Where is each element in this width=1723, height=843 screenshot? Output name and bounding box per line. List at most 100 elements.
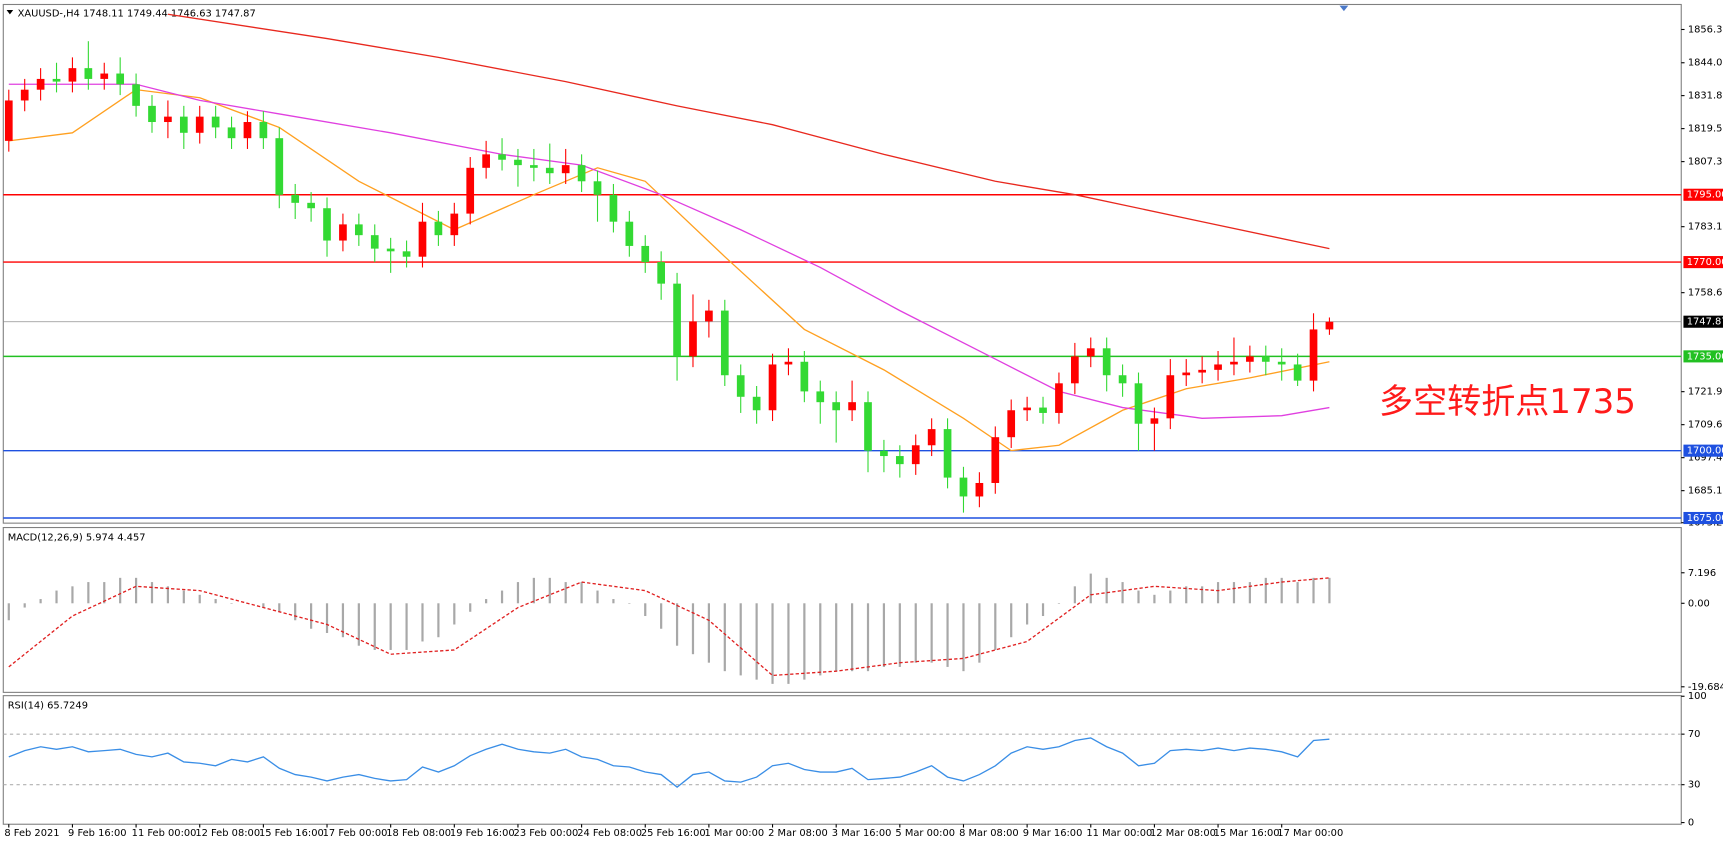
candle-body — [1134, 383, 1143, 424]
macd-bar — [1216, 582, 1220, 604]
candle-body — [1277, 361, 1286, 365]
rsi-panel — [2, 695, 1682, 825]
candle-body — [498, 154, 506, 160]
x-tick-label: 11 Mar 00:00 — [1086, 828, 1152, 839]
macd-bar — [962, 603, 965, 672]
main-panel — [2, 3, 1682, 524]
candle-body — [1182, 372, 1191, 376]
candle-body — [323, 208, 331, 241]
candle-body — [307, 202, 315, 209]
macd-bar — [341, 603, 345, 638]
macd-bar — [262, 603, 265, 608]
y-tick-label: 0.00 — [1688, 598, 1710, 609]
rsi-line — [8, 737, 1330, 789]
candle-body — [68, 68, 77, 82]
x-tick-label: 11 Feb 00:00 — [132, 828, 197, 839]
candle-body — [450, 213, 459, 236]
macd-bar — [723, 603, 726, 672]
candle-body — [545, 167, 554, 174]
macd-bar — [23, 603, 26, 608]
x-tick-label: 23 Feb 00:00 — [514, 828, 579, 839]
candle-body — [370, 235, 379, 249]
macd-bar — [198, 594, 201, 604]
macd-bar — [1073, 586, 1076, 604]
candle-body — [36, 78, 45, 90]
macd-bar — [55, 590, 58, 604]
chart-title: XAUUSD-,H4 1748.11 1749.44 1746.63 1747.… — [18, 8, 256, 19]
candle-body — [577, 165, 586, 182]
macd-bar — [230, 603, 233, 604]
y-tick-label: 100 — [1688, 691, 1707, 702]
x-tick-label: 9 Mar 16:00 — [1023, 828, 1083, 839]
candle-body — [339, 224, 347, 241]
macd-bar — [1121, 582, 1124, 604]
y-tick-label: 1709.65 — [1688, 420, 1723, 431]
level-tag — [1683, 188, 1723, 201]
y-tick-label: 70 — [1688, 729, 1701, 740]
candle-body — [784, 361, 793, 365]
candle-body — [1150, 418, 1159, 424]
macd-bar — [516, 582, 520, 604]
macd-bar — [866, 603, 870, 672]
candle-body — [1023, 407, 1031, 411]
candle-body — [641, 245, 650, 263]
candle-body — [1039, 407, 1047, 413]
macd-bar — [1296, 582, 1299, 604]
macd-bar — [294, 603, 297, 621]
macd-bar — [1185, 586, 1188, 604]
candle-body — [625, 221, 634, 246]
macd-bar — [214, 599, 217, 604]
macd-bar — [1041, 603, 1045, 617]
macd-bar — [485, 599, 488, 604]
macd-bar — [1280, 577, 1283, 604]
x-tick-label: 3 Mar 16:00 — [832, 828, 892, 839]
y-tick-label: 1831.80 — [1688, 91, 1723, 102]
candle-body — [434, 221, 443, 236]
macd-bar — [771, 603, 774, 684]
level-tag — [1683, 315, 1723, 328]
macd-bar — [850, 603, 854, 672]
candle-body — [530, 165, 538, 168]
y-tick-label: 1783.15 — [1688, 222, 1723, 233]
candle-body — [832, 402, 841, 411]
macd-panel — [2, 526, 1682, 693]
x-tick-label: 15 Mar 16:00 — [1214, 828, 1280, 839]
candle-body — [84, 68, 93, 79]
candle-body — [148, 105, 156, 123]
x-tick-label: 2 Mar 08:00 — [768, 828, 828, 839]
macd-bar — [71, 586, 74, 604]
macd-bar — [325, 603, 329, 633]
macd-bar — [119, 577, 122, 604]
macd-bar — [946, 603, 949, 667]
moving-average — [167, 13, 1330, 250]
candle-body — [4, 100, 13, 141]
annotation: 多空转折点1735 — [1379, 382, 1636, 422]
macd-bar — [691, 603, 695, 655]
candle-body — [132, 84, 140, 106]
macd-bar — [357, 603, 360, 646]
x-tick-label: 5 Mar 00:00 — [895, 828, 955, 839]
macd-bar — [644, 603, 647, 617]
y-tick-label: 1697.40 — [1688, 453, 1723, 464]
macd-bar — [405, 603, 408, 650]
macd-bar — [500, 590, 504, 604]
candle-body — [482, 154, 490, 168]
candle-body — [164, 116, 172, 123]
macd-bar — [1153, 594, 1156, 604]
macd-bar — [755, 603, 758, 680]
macd-bar — [1201, 586, 1204, 604]
macd-bar — [548, 577, 551, 604]
macd-bar — [1010, 603, 1013, 638]
macd-bar — [1328, 577, 1331, 604]
x-tick-label: 17 Feb 00:00 — [323, 828, 388, 839]
macd-bar — [389, 603, 392, 650]
candle-body — [1166, 375, 1175, 419]
y-tick-label: 30 — [1688, 780, 1701, 791]
macd-bar — [421, 603, 424, 642]
level-label: 1795.00 — [1687, 190, 1723, 201]
candle-body — [1086, 348, 1095, 357]
x-tick-label: 24 Feb 08:00 — [577, 828, 642, 839]
candle-body — [1007, 410, 1016, 438]
